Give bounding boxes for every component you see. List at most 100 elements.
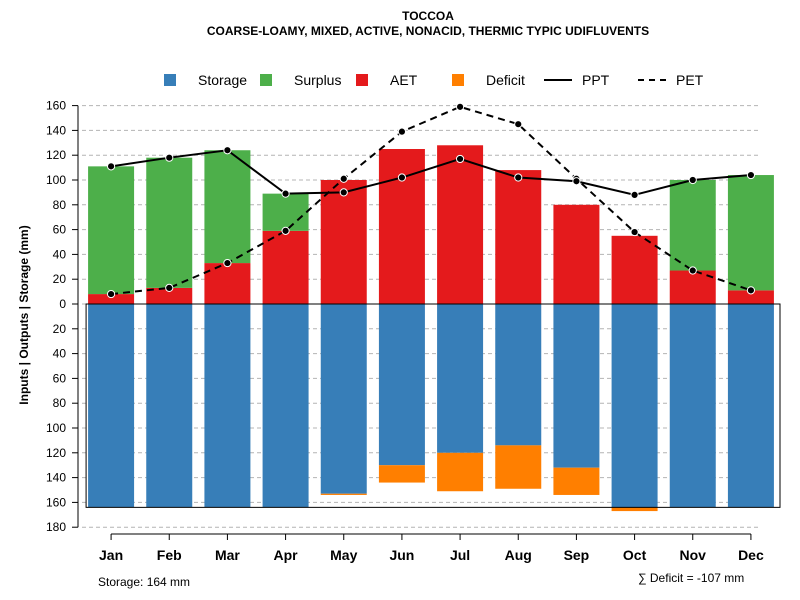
legend-label-deficit: Deficit [486, 72, 525, 88]
x-tick-label: Jun [389, 547, 414, 563]
bar-surplus [727, 175, 774, 291]
legend-label-surplus: Surplus [294, 72, 341, 88]
ppt-point [397, 173, 407, 182]
x-tick-label: Feb [157, 547, 182, 563]
bar-storage [727, 304, 774, 508]
x-tick-label: Dec [738, 547, 764, 563]
bar-deficit [378, 465, 425, 483]
x-tick-label: Jan [99, 547, 123, 563]
y-tick-label: 140 [46, 123, 66, 137]
x-tick-label: Sep [564, 547, 590, 563]
bar-aet [553, 204, 600, 304]
legend-swatch-deficit [452, 74, 464, 86]
legend-label-aet: AET [390, 72, 418, 88]
bar-storage [611, 304, 658, 508]
bar-aet [146, 287, 193, 304]
ppt-point [514, 173, 523, 182]
y-axis-label: Inputs | Outputs | Storage (mm) [17, 225, 31, 404]
legend-label-storage: Storage [198, 72, 247, 88]
ppt-point [106, 162, 116, 171]
ppt-point [455, 154, 465, 164]
chart-subtitle: COARSE-LOAMY, MIXED, ACTIVE, NONACID, TH… [207, 24, 649, 38]
y-tick-label: 160 [46, 495, 66, 509]
ppt-point [688, 175, 697, 185]
legend-label-ppt: PPT [582, 72, 610, 88]
ppt-point [572, 177, 581, 186]
y-tick-label: 60 [53, 371, 67, 385]
y-tick-label: 100 [46, 421, 66, 435]
bar-aet [262, 230, 309, 304]
bar-storage [320, 304, 367, 494]
bar-storage [262, 304, 309, 508]
y-tick-label: 20 [53, 272, 67, 286]
pet-point [630, 227, 639, 237]
ppt-point [746, 170, 756, 180]
bar-aet [88, 294, 135, 304]
pet-line [110, 105, 752, 296]
y-tick-label: 40 [53, 347, 67, 361]
bar-aet [495, 170, 542, 304]
y-tick-label: 160 [46, 99, 66, 113]
x-tick-label: Aug [505, 547, 532, 563]
bar-storage [378, 304, 425, 466]
x-tick-label: Oct [623, 547, 647, 563]
bar-storage [204, 304, 251, 508]
bar-surplus [88, 166, 135, 295]
bar-storage [146, 304, 193, 508]
ppt-point [630, 190, 639, 199]
bar-deficit [553, 467, 600, 495]
y-tick-label: 80 [53, 198, 67, 212]
legend-swatch-surplus [260, 74, 272, 86]
bar-deficit [611, 507, 658, 512]
bar-aet [204, 263, 251, 304]
y-tick-label: 120 [46, 148, 66, 162]
bar-aet [320, 180, 367, 304]
y-tick-label: 180 [46, 520, 66, 534]
pet-point [746, 286, 756, 295]
y-tick-label: 120 [46, 446, 66, 460]
y-tick-label: 20 [53, 322, 67, 336]
pet-point [455, 102, 465, 111]
y-tick-label: 80 [53, 396, 67, 410]
x-tick-label: May [330, 547, 357, 563]
legend: Storage Surplus AET Deficit PPT PET [164, 72, 704, 88]
ppt-line [110, 149, 752, 196]
x-tick-label: Mar [215, 547, 240, 563]
bar-aet [611, 235, 658, 304]
y-tick-label: 0 [59, 297, 66, 311]
pet-point [281, 226, 290, 235]
bar-surplus [204, 150, 251, 264]
bar-aet [437, 145, 484, 304]
axes: 160 140 120 100 80 60 40 20 0 20 40 60 80 100 120 140 16… [46, 99, 764, 563]
bar-storage [88, 304, 135, 508]
legend-swatch-aet [356, 74, 368, 86]
legend-label-pet: PET [676, 72, 704, 88]
ppt-point [165, 153, 174, 162]
storage-note: Storage: 164 mm [98, 575, 190, 589]
bar-deficit [320, 493, 367, 495]
ppt-point [223, 146, 232, 155]
pet-point [223, 258, 232, 268]
bar-surplus [146, 157, 193, 288]
bar-deficit [437, 452, 484, 492]
bar-surplus [669, 180, 716, 271]
y-tick-label: 40 [53, 247, 67, 261]
x-tick-label: Jul [450, 547, 470, 563]
x-tick-label: Nov [680, 547, 707, 563]
pet-point [514, 120, 523, 129]
bar-surplus [262, 193, 309, 231]
bar-storage [669, 304, 716, 508]
pet-point [165, 283, 174, 292]
y-tick-label: 140 [46, 471, 66, 485]
x-tick-label: Apr [274, 547, 299, 563]
pet-point [397, 127, 407, 136]
bar-aet [727, 290, 774, 304]
ppt-point [281, 189, 290, 198]
bar-storage [437, 304, 484, 453]
bar-deficit [495, 445, 542, 489]
bars [85, 145, 781, 512]
pet-point [688, 266, 697, 275]
pet-point [339, 174, 348, 183]
y-tick-label: 60 [53, 223, 67, 237]
